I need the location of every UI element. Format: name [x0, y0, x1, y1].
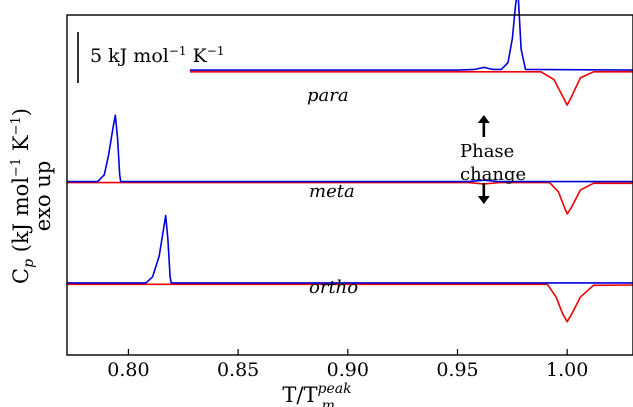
scale-label-prefix: 5 kJ mol [90, 45, 169, 67]
cooling-curve-para [189, 71, 633, 106]
arrow-up-head [477, 115, 490, 123]
scale-label-mid: K [187, 45, 208, 67]
heating-curve-meta [67, 114, 633, 183]
annotation-arrows [477, 115, 490, 204]
scale-label-exp2: −1 [207, 44, 225, 58]
x-tick-label: 0.85 [217, 359, 259, 381]
x-axis-label-main: T/T [282, 383, 317, 407]
x-axis-label-sub: m [322, 398, 335, 407]
curve-label-meta: meta [309, 181, 355, 202]
cooling-curve-ortho [67, 283, 633, 323]
annotation-line2: change [460, 164, 526, 185]
y-axis-label-suffix: (kJ mol [9, 177, 33, 259]
curves-layer [67, 0, 633, 323]
arrow-down-head [477, 196, 490, 204]
curve-label-para: para [307, 85, 349, 106]
x-tick-label: 1.00 [546, 359, 588, 381]
x-tick-label: 0.90 [327, 359, 369, 381]
scale-label-exp1: −1 [169, 44, 187, 58]
scale-bar-label: 5 kJ mol−1 K−1 [90, 44, 224, 67]
x-axis-label: T/Tpeak m [282, 381, 351, 407]
x-tick-label: 0.95 [436, 359, 478, 381]
cooling-curve-meta [67, 181, 633, 215]
plot-frame [66, 14, 633, 356]
y-axis-label-line2: exo up [31, 161, 55, 232]
y-axis-label-exp1: −1 [9, 158, 24, 177]
curve-label-ortho: ortho [309, 277, 358, 298]
annotation-line1: Phase [460, 141, 514, 162]
heating-curve-ortho [67, 214, 633, 284]
heating-curve-para [189, 0, 633, 71]
x-axis-label-sup: peak [318, 381, 352, 397]
x-ticks: 0.80 0.85 0.90 0.95 1.00 [107, 349, 588, 381]
y-axis-label-mid: K [9, 135, 33, 158]
y-axis-label: Cp (kJ mol−1 K−1) [9, 108, 37, 284]
y-axis-label-end: ) [9, 108, 33, 116]
y-axis-label-sub: p [21, 259, 37, 268]
x-tick-label: 0.80 [107, 359, 149, 381]
y-axis-label-exp2: −1 [9, 116, 24, 135]
y-axis-label-prefix: C [9, 268, 33, 284]
